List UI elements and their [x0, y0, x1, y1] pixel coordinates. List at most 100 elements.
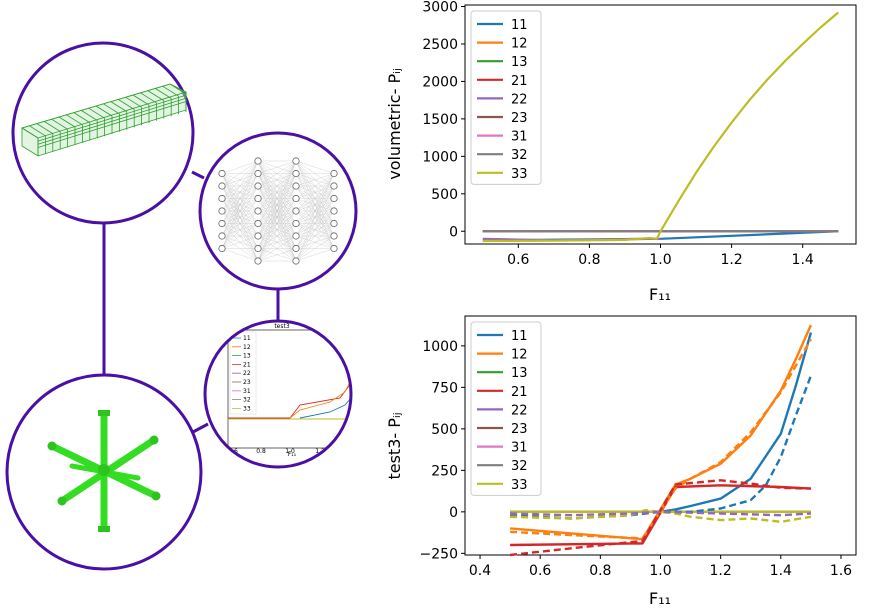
connector-line: [191, 170, 205, 180]
legend-label: 21: [511, 74, 528, 89]
nn-connection: [221, 173, 259, 249]
mini-x-tick-label: 1.0: [285, 448, 295, 455]
lattice-strut: [37, 97, 187, 145]
nn-connection: [295, 185, 335, 262]
nn-node: [218, 219, 226, 228]
x-tick-label: 0.8: [589, 563, 611, 579]
nn-connection: [257, 235, 297, 262]
nn-connection: [295, 160, 335, 174]
nn-node: [254, 194, 262, 203]
legend-label: 22: [511, 92, 528, 107]
nn-node: [292, 194, 300, 203]
legend-label: 12: [511, 348, 528, 363]
nn-connection: [221, 160, 259, 174]
nn-node: [254, 257, 262, 265]
x-tick-label: 1.6: [830, 563, 852, 579]
nn-connection: [257, 160, 297, 249]
nn-node: [254, 182, 262, 190]
y-tick-label: 500: [431, 422, 458, 438]
dashed-series-line-s33: [510, 509, 812, 523]
nn-node: [218, 169, 226, 178]
legend-label: 23: [511, 111, 528, 126]
mini-legend-label: 23: [243, 379, 251, 386]
dashed-series-line-s21: [509, 479, 811, 557]
mini-plot-xlabel: F₁₁: [288, 451, 297, 458]
nn-connection: [295, 173, 335, 237]
nn-node: [218, 232, 226, 240]
connector-line: [192, 422, 209, 434]
x-tick-label: 1.0: [649, 252, 671, 268]
nn-connection: [257, 160, 297, 174]
y-tick-label: 2000: [422, 74, 458, 90]
neural-network-icon: [218, 157, 338, 265]
nn-connection: [257, 248, 297, 262]
nn-node: [330, 207, 338, 215]
nn-connection: [295, 173, 335, 187]
y-axis-label: volumetric- Pᵢⱼ: [385, 68, 404, 180]
volumetric-chart: 0.6 0.8 1.0 1.2 1.4 0 500 1000 1500 2000 2500 3000…: [385, 0, 857, 304]
y-tick-label: 0: [449, 224, 458, 240]
nn-node: [330, 232, 338, 240]
lattice-strut: [36, 123, 54, 134]
lattice-strut: [37, 101, 187, 148]
nn-connection: [257, 160, 297, 212]
x-tick-label: 1.2: [720, 252, 742, 268]
x-tick-label: 1.4: [770, 563, 792, 579]
lattice-strut: [21, 127, 39, 139]
dashed-series-line-s12: [510, 338, 812, 540]
y-tick-label: 1500: [422, 112, 458, 128]
nn-connection: [257, 160, 297, 237]
y-tick-label: 1000: [422, 149, 458, 165]
nn-connection: [257, 198, 297, 262]
mini-legend-label: 31: [243, 388, 251, 395]
x-axis-label: F₁₁: [649, 589, 671, 608]
nn-connection: [221, 160, 259, 224]
nn-node: [254, 232, 262, 240]
nn-connection: [221, 160, 259, 249]
nn-node: [218, 207, 226, 215]
nn-node: [218, 182, 226, 190]
nn-node: [254, 219, 262, 228]
nn-connection: [257, 185, 297, 262]
lattice-strut: [43, 121, 61, 132]
nn-node: [292, 182, 300, 190]
y-tick-label: 250: [431, 463, 458, 479]
legend-label: 11: [511, 18, 528, 33]
legend-label: 21: [511, 385, 528, 400]
nn-connection: [295, 173, 335, 249]
nn-connection: [257, 160, 297, 224]
lattice-strut: [37, 94, 187, 142]
nn-connection: [257, 173, 297, 262]
nn-node: [218, 194, 226, 203]
mini-legend-label: 32: [243, 397, 251, 404]
nn-node: [254, 169, 262, 178]
star-lattice-icon: [47, 410, 161, 532]
nn-node: [292, 219, 300, 228]
y-tick-label: 3000: [422, 0, 458, 15]
legend-label: 12: [511, 37, 528, 52]
mini-line: [289, 369, 351, 419]
x-tick-label: 1.0: [649, 563, 671, 579]
nn-node: [292, 257, 300, 265]
legend-label: 23: [511, 422, 528, 437]
nn-node: [292, 157, 300, 165]
nn-connection: [221, 235, 259, 249]
nn-connection: [257, 210, 297, 262]
mini-legend-label: 22: [243, 370, 251, 377]
x-tick-label: 0.6: [529, 563, 551, 579]
nn-node: [218, 244, 226, 253]
lattice-strut: [169, 83, 187, 95]
lattice-strut: [125, 96, 142, 108]
lattice-beam-icon: [21, 83, 188, 157]
nn-connection: [295, 235, 335, 262]
mini-legend-label: 12: [243, 344, 251, 351]
lattice-strut: [162, 85, 179, 97]
nn-connection: [221, 223, 259, 249]
lattice-strut: [110, 101, 128, 112]
legend-label: 32: [511, 459, 528, 474]
dashed-series-line-s22: [510, 510, 811, 517]
